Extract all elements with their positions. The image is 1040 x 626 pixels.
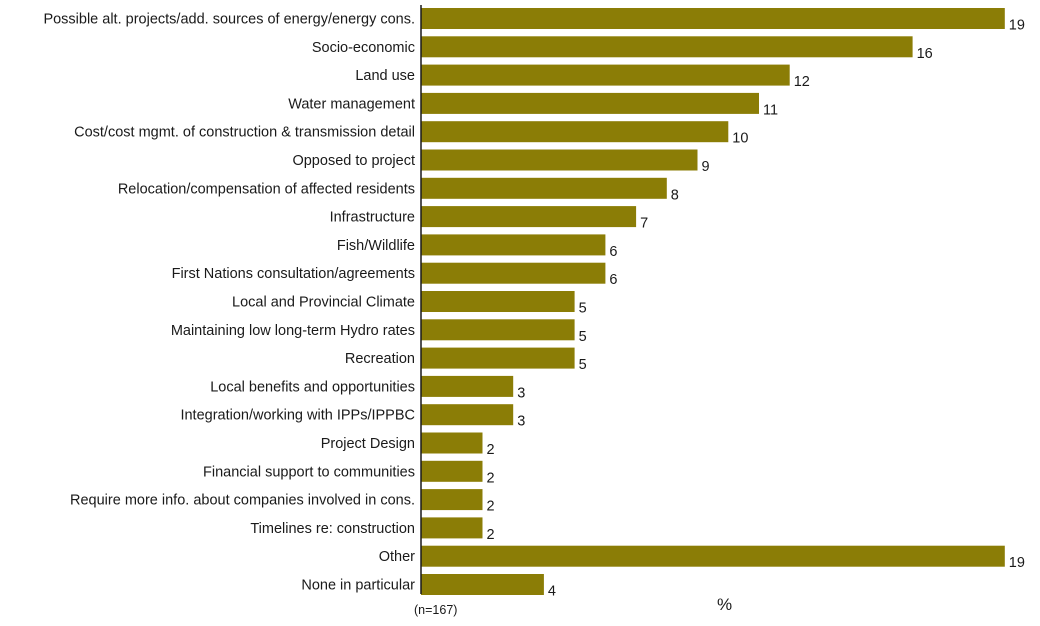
value-label: 2 — [487, 442, 495, 458]
value-label: 19 — [1009, 555, 1025, 571]
category-label: Opposed to project — [292, 153, 415, 169]
bar — [421, 92, 759, 114]
bar — [421, 291, 575, 312]
bar — [421, 36, 913, 58]
category-label: Local and Provincial Climate — [232, 295, 415, 311]
category-labels-group: Possible alt. projects/add. sources of e… — [43, 12, 415, 594]
bar — [421, 545, 1005, 567]
bar — [421, 347, 575, 369]
category-label: Cost/cost mgmt. of construction & transm… — [74, 125, 415, 141]
category-label: First Nations consultation/agreements — [172, 266, 415, 282]
value-label: 12 — [794, 74, 810, 90]
category-label: Possible alt. projects/add. sources of e… — [43, 12, 415, 28]
category-label: Require more info. about companies invol… — [70, 493, 415, 509]
value-labels-group: 19 16 12 11 10 9 8 7 6 6 5 5 5 3 3 2 2 2 2 19 4 — [487, 18, 1025, 600]
value-label: 3 — [517, 414, 525, 430]
value-label: 8 — [671, 187, 679, 203]
value-label: 9 — [702, 159, 710, 175]
bar — [421, 64, 790, 86]
value-label: 2 — [487, 470, 495, 486]
bar — [421, 375, 514, 397]
category-label: Socio-economic — [312, 40, 415, 56]
bar — [421, 489, 483, 511]
value-label: 2 — [487, 527, 495, 543]
value-label: 6 — [609, 244, 617, 260]
value-label: 5 — [579, 329, 587, 345]
value-label: 5 — [579, 301, 587, 317]
value-label: 4 — [548, 584, 556, 600]
category-label: Infrastructure — [330, 210, 415, 226]
bar — [421, 206, 637, 228]
bar — [421, 234, 606, 256]
category-label: Fish/Wildlife — [337, 238, 415, 254]
bar — [421, 149, 698, 171]
bar — [421, 517, 483, 539]
bar — [421, 121, 729, 143]
value-label: 19 — [1009, 18, 1025, 34]
category-label: Land use — [355, 68, 415, 84]
bar — [421, 404, 514, 426]
category-label: Other — [379, 549, 415, 565]
value-label: 2 — [487, 499, 495, 515]
category-label: Local benefits and opportunities — [210, 379, 415, 395]
category-label: Integration/working with IPPs/IPPBC — [180, 408, 415, 424]
bar — [421, 177, 667, 199]
value-label: 3 — [517, 385, 525, 401]
value-label: 16 — [917, 46, 933, 62]
category-label: Financial support to communities — [203, 464, 415, 480]
sample-size-note: (n=167) — [414, 603, 458, 617]
category-label: Recreation — [345, 351, 415, 367]
value-label: 11 — [763, 102, 778, 118]
category-label: Timelines re: construction — [250, 521, 415, 537]
bar — [421, 432, 483, 454]
category-label: Project Design — [321, 436, 415, 452]
bar — [421, 574, 544, 595]
value-label: 5 — [579, 357, 587, 373]
x-axis-unit-label: % — [717, 595, 733, 614]
bar — [421, 319, 575, 341]
bar — [421, 262, 606, 284]
bars-group — [421, 8, 1005, 595]
value-label: 10 — [732, 131, 748, 147]
category-label: None in particular — [301, 578, 415, 594]
category-label: Relocation/compensation of affected resi… — [118, 181, 415, 197]
value-label: 7 — [640, 216, 648, 232]
bar — [421, 8, 1005, 29]
bar — [421, 460, 483, 482]
category-label: Water management — [288, 96, 415, 112]
value-label: 6 — [609, 272, 617, 288]
category-label: Maintaining low long-term Hydro rates — [171, 323, 415, 339]
